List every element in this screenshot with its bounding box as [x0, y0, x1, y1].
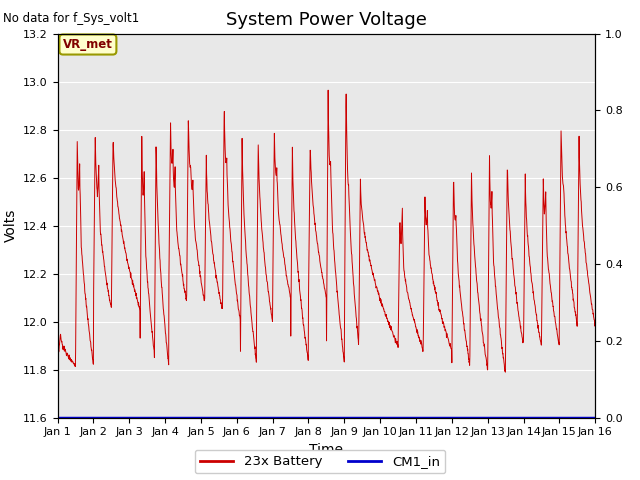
Legend: 23x Battery, CM1_in: 23x Battery, CM1_in: [195, 450, 445, 473]
X-axis label: Time: Time: [309, 443, 344, 457]
Text: VR_met: VR_met: [63, 38, 113, 51]
Text: No data for f_Sys_volt1: No data for f_Sys_volt1: [3, 12, 140, 25]
Title: System Power Voltage: System Power Voltage: [226, 11, 427, 29]
Y-axis label: Volts: Volts: [3, 209, 17, 242]
